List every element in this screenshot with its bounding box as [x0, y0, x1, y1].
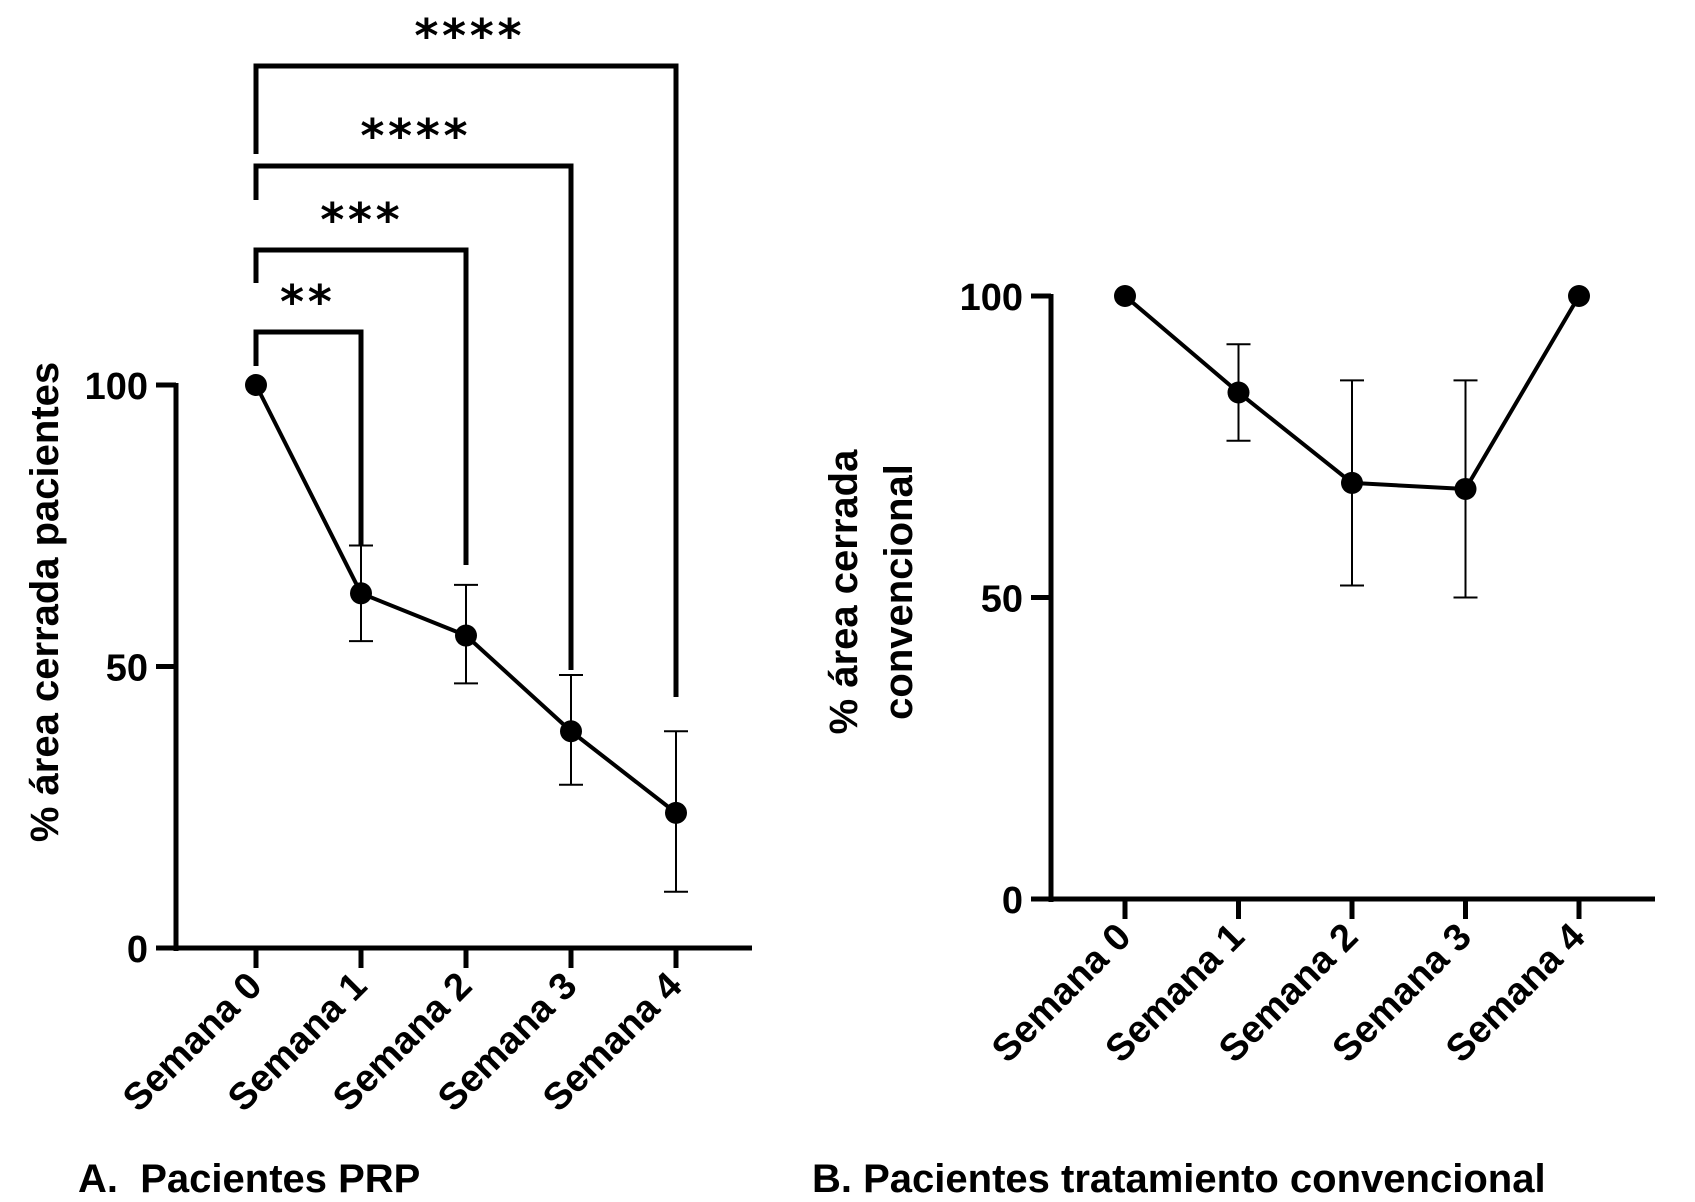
data-point [245, 374, 267, 396]
y-tick-label: 100 [960, 277, 1023, 319]
data-point [1568, 285, 1590, 307]
data-point [455, 624, 477, 647]
data-point [665, 801, 687, 824]
axes [1031, 293, 1655, 919]
y-tick-labels: 0 50 100 [85, 366, 148, 971]
data-point [350, 582, 372, 605]
data-points [1114, 285, 1590, 500]
data-point [1227, 381, 1250, 404]
bracket-line [253, 63, 679, 697]
data-points [245, 374, 687, 824]
y-tick-label: 0 [127, 929, 148, 971]
significance-bracket: ** [253, 275, 364, 545]
panel-b-caption: B. Pacientes tratamiento convencional [812, 1157, 1546, 1201]
y-tick-label: 100 [85, 366, 148, 408]
significance-label: **** [359, 109, 470, 163]
data-point [1114, 285, 1136, 307]
error-bars [349, 544, 688, 893]
bracket-line [253, 247, 469, 565]
y-axis-title-line-1: % área cerrada [822, 449, 866, 734]
data-point [1454, 477, 1477, 500]
y-tick-label: 0 [1002, 880, 1023, 922]
y-tick-label: 50 [106, 648, 148, 690]
bracket-line [253, 163, 574, 670]
significance-label: *** [318, 193, 401, 247]
data-point [1341, 471, 1363, 494]
significance-label: **** [413, 9, 524, 63]
panel-a-caption: A. Pacientes PRP [78, 1157, 420, 1201]
significance-label: ** [278, 275, 333, 329]
error-bars [1226, 343, 1478, 599]
significance-bracket: *** [253, 193, 469, 565]
significance-brackets: ************* [253, 9, 679, 697]
y-axis-title-line-2: convencional [877, 464, 921, 720]
bracket-line [253, 329, 364, 545]
data-point [560, 720, 582, 743]
y-tick-label: 50 [981, 579, 1023, 621]
significance-bracket: **** [253, 109, 574, 670]
y-axis-title: % área cerrada pacientes [23, 362, 67, 842]
axes [156, 382, 752, 968]
significance-bracket: **** [253, 9, 679, 697]
y-tick-labels: 0 50 100 [960, 277, 1023, 922]
